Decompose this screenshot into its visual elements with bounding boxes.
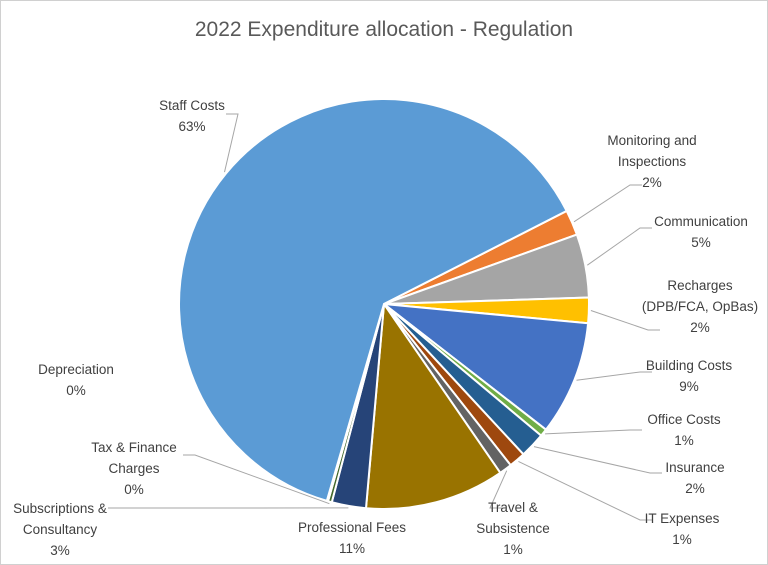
slice-label: Staff Costs 63%: [159, 98, 225, 134]
slice-percent: 11%: [339, 541, 365, 556]
slice-name: Communication: [654, 214, 748, 229]
slice-percent: 3%: [50, 543, 70, 558]
leader-line: [224, 113, 239, 173]
slice-label: IT Expenses 1%: [645, 511, 720, 547]
slice-name: Recharges: [667, 278, 733, 293]
slice-label: Insurance 2%: [665, 460, 724, 496]
slice-percent: 1%: [674, 433, 694, 448]
slice-percent: 1%: [503, 542, 523, 557]
slice-label: Tax & Finance Charges 0%: [91, 440, 177, 497]
slice-label: Travel & Subsistence 1%: [476, 500, 550, 557]
pie-slices: [178, 98, 591, 510]
slice-label: Communication 5%: [654, 214, 748, 250]
slice-name: Travel &: [488, 500, 538, 515]
slice-label: Subscriptions & Consultancy 3%: [13, 501, 107, 558]
slice-name: Staff Costs: [159, 98, 225, 113]
slice-name: Insurance: [665, 460, 724, 475]
leader-line: [587, 227, 652, 266]
leader-line: [183, 454, 330, 505]
slice-label: Recharges (DPB/FCA, OpBas) 2%: [642, 278, 758, 335]
slice-name: Depreciation: [38, 362, 114, 377]
pie-slice: [178, 98, 569, 503]
slice-name: (DPB/FCA, OpBas): [642, 299, 758, 314]
slice-percent: 2%: [690, 320, 710, 335]
slice-name: IT Expenses: [645, 511, 720, 526]
leader-line: [518, 460, 652, 521]
leader-line: [573, 184, 642, 223]
slice-labels: Monitoring and Inspections 2% Communication…: [13, 98, 758, 558]
slice-name: Consultancy: [23, 522, 98, 537]
slice-percent: 0%: [66, 383, 86, 398]
slice-name: Office Costs: [647, 412, 721, 427]
slice-percent: 2%: [642, 175, 662, 190]
slice-percent: 1%: [672, 532, 692, 547]
slice-percent: 0%: [124, 482, 144, 497]
slice-percent: 9%: [679, 379, 699, 394]
slice-label: Building Costs 9%: [646, 358, 733, 394]
slice-name: Building Costs: [646, 358, 733, 373]
pie-slice: [364, 301, 502, 510]
slice-label: Office Costs 1%: [647, 412, 721, 448]
slice-name: Professional Fees: [298, 520, 406, 535]
pie-slice: [380, 302, 590, 432]
slice-label: Monitoring and Inspections 2%: [607, 133, 696, 190]
leader-line: [533, 446, 662, 474]
leader-line: [545, 429, 642, 435]
slice-percent: 5%: [691, 235, 711, 250]
slice-name: Tax & Finance: [91, 440, 177, 455]
slice-name: Monitoring and: [607, 133, 696, 148]
leader-lines: [108, 113, 662, 521]
leader-line: [576, 371, 652, 381]
slice-label: Depreciation 0%: [38, 362, 114, 398]
slice-name: Charges: [108, 461, 159, 476]
leader-line: [590, 310, 660, 331]
slice-name: Subsistence: [476, 521, 550, 536]
slice-name: Inspections: [618, 154, 687, 169]
chart-title: 2022 Expenditure allocation - Regulation: [194, 18, 574, 41]
slice-percent: 2%: [685, 481, 705, 496]
slice-name: Subscriptions &: [13, 501, 107, 516]
leader-line: [489, 470, 508, 509]
slice-label: Professional Fees 11%: [298, 520, 406, 556]
slice-percent: 63%: [178, 119, 205, 134]
